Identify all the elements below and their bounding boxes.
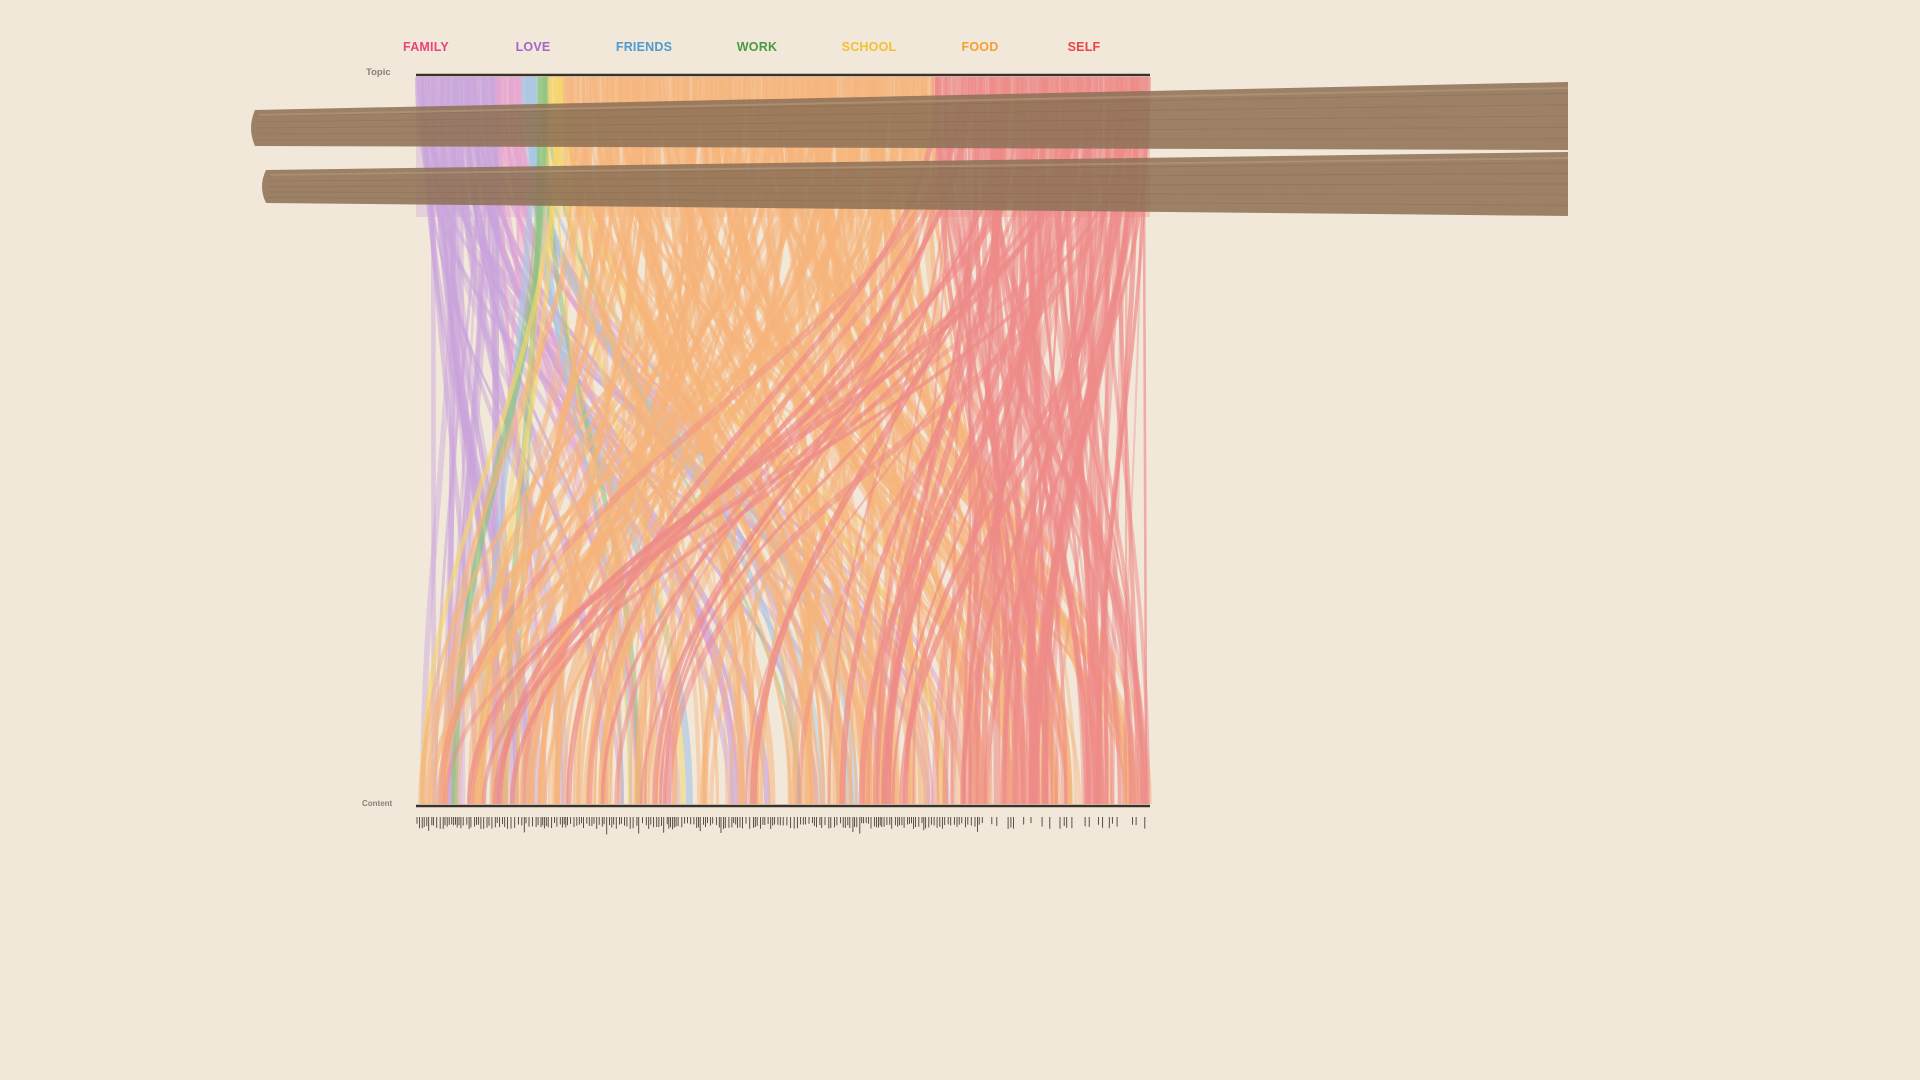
ribbon-food: [443, 76, 701, 805]
ribbon-self: [1071, 76, 1133, 805]
content-tick-marks: [416, 817, 1146, 835]
ribbon-food: [582, 76, 871, 805]
topic-legend: FAMILY LOVE FRIENDS WORK SCHOOL FOOD SEL…: [360, 40, 1160, 60]
ribbon-family: [447, 76, 488, 805]
ribbon-family: [432, 76, 535, 805]
legend-self: SELF: [1067, 40, 1101, 54]
ribbon-self: [664, 76, 1134, 805]
alluvial-chart: [251, 73, 1568, 835]
ribbon-food: [438, 76, 810, 805]
ribbon-self: [466, 76, 1137, 805]
legend-food: FOOD: [961, 40, 999, 54]
ribbon-family: [486, 76, 515, 805]
ribbon-self: [745, 76, 1031, 805]
ribbon-food: [418, 76, 854, 805]
legend-work: WORK: [736, 40, 778, 54]
ribbon-self: [902, 76, 1135, 805]
ribbon-food: [553, 76, 836, 805]
ribbon-food: [501, 76, 804, 805]
ribbon-self: [1122, 76, 1143, 805]
ribbon-self: [1073, 76, 1145, 805]
legend-friends: FRIENDS: [615, 40, 673, 54]
ribbon-food: [669, 76, 728, 805]
legend-family: FAMILY: [403, 40, 449, 54]
legend-love: LOVE: [515, 40, 551, 54]
chopstick-upper: [251, 82, 1568, 150]
ribbon-self: [997, 76, 1122, 805]
content-axis-caption: Content: [362, 799, 393, 808]
ribbon-food: [433, 76, 579, 805]
chart-stage: FAMILY LOVE FRIENDS WORK SCHOOL FOOD SEL…: [251, 40, 1568, 835]
ribbon-family: [420, 76, 459, 805]
ribbon-food: [514, 76, 594, 805]
ribbon-self: [643, 76, 943, 805]
topic-axis-caption: Topic: [366, 67, 391, 78]
chopstick-lower: [262, 152, 1568, 216]
legend-school: SCHOOL: [841, 40, 897, 54]
ribbon-family: [449, 76, 488, 805]
chopsticks-overlay: [251, 82, 1568, 216]
ribbon-self: [662, 76, 1019, 805]
